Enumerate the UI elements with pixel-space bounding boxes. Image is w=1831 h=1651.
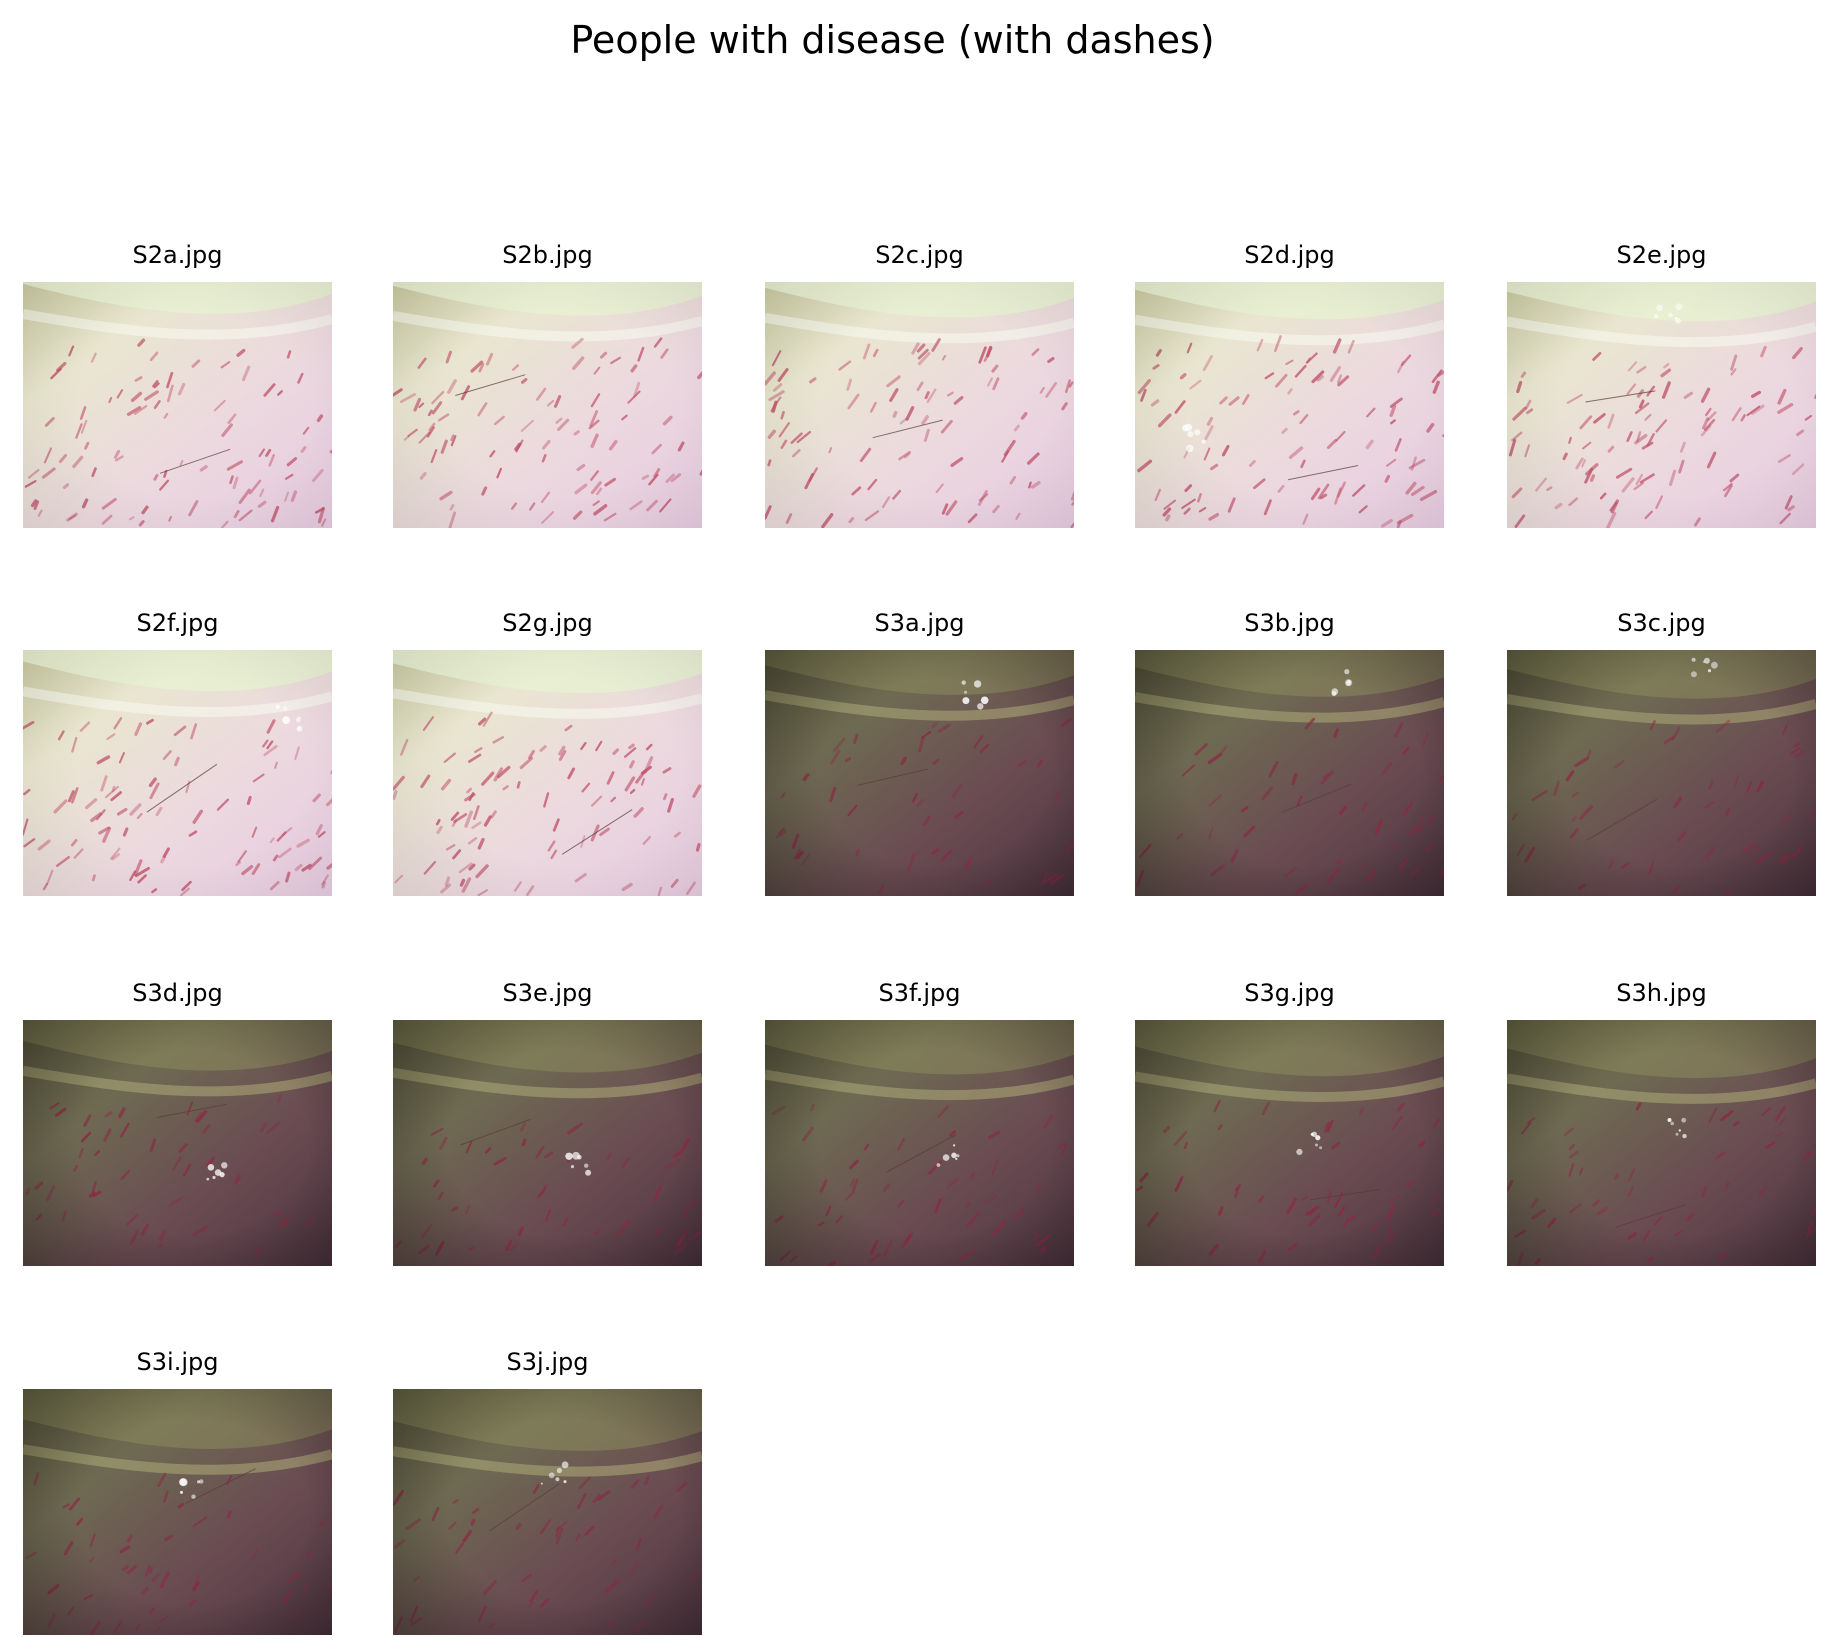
microscopy-image	[1507, 282, 1816, 528]
microscopy-image	[393, 1389, 702, 1635]
image-caption: S2d.jpg	[1244, 241, 1335, 269]
image-panel: S3a.jpg	[765, 608, 1074, 896]
image-panel: S3j.jpg	[393, 1347, 702, 1635]
image-caption: S3g.jpg	[1244, 979, 1335, 1007]
image-caption: S3b.jpg	[1244, 609, 1335, 637]
image-panel: S2g.jpg	[393, 608, 702, 896]
image-caption: S3f.jpg	[878, 979, 961, 1007]
microscopy-image	[23, 282, 332, 528]
image-caption: S3d.jpg	[132, 979, 223, 1007]
figure-title: People with disease (with dashes)	[570, 18, 1215, 62]
microscopy-image	[1135, 282, 1444, 528]
microscopy-image	[1135, 650, 1444, 896]
microscopy-image	[393, 650, 702, 896]
image-panel: S3c.jpg	[1507, 608, 1816, 896]
image-panel: S3g.jpg	[1135, 978, 1444, 1266]
image-caption: S2c.jpg	[875, 241, 964, 269]
microscopy-image	[23, 1389, 332, 1635]
image-caption: S3i.jpg	[136, 1348, 219, 1376]
image-panel: S3b.jpg	[1135, 608, 1444, 896]
microscopy-image	[393, 1020, 702, 1266]
microscopy-image	[1507, 1020, 1816, 1266]
image-panel: S3i.jpg	[23, 1347, 332, 1635]
microscopy-image	[765, 1020, 1074, 1266]
image-panel: S2d.jpg	[1135, 240, 1444, 528]
image-panel: S2f.jpg	[23, 608, 332, 896]
microscopy-image	[1135, 1020, 1444, 1266]
microscopy-image	[23, 1020, 332, 1266]
image-caption: S2e.jpg	[1616, 241, 1707, 269]
image-caption: S3c.jpg	[1617, 609, 1706, 637]
microscopy-image	[1507, 650, 1816, 896]
image-caption: S3j.jpg	[506, 1348, 589, 1376]
microscopy-image	[23, 650, 332, 896]
microscopy-image	[393, 282, 702, 528]
image-panel: S3h.jpg	[1507, 978, 1816, 1266]
image-panel: S2a.jpg	[23, 240, 332, 528]
microscopy-image	[765, 282, 1074, 528]
image-panel: S3d.jpg	[23, 978, 332, 1266]
image-caption: S2g.jpg	[502, 609, 593, 637]
image-caption: S2a.jpg	[132, 241, 223, 269]
image-panel: S2e.jpg	[1507, 240, 1816, 528]
image-caption: S3a.jpg	[874, 609, 965, 637]
image-caption: S2b.jpg	[502, 241, 593, 269]
image-panel: S3f.jpg	[765, 978, 1074, 1266]
image-caption: S3h.jpg	[1616, 979, 1707, 1007]
image-panel: S2c.jpg	[765, 240, 1074, 528]
microscopy-image	[765, 650, 1074, 896]
image-caption: S3e.jpg	[502, 979, 593, 1007]
image-panel: S2b.jpg	[393, 240, 702, 528]
image-panel: S3e.jpg	[393, 978, 702, 1266]
image-caption: S2f.jpg	[136, 609, 219, 637]
